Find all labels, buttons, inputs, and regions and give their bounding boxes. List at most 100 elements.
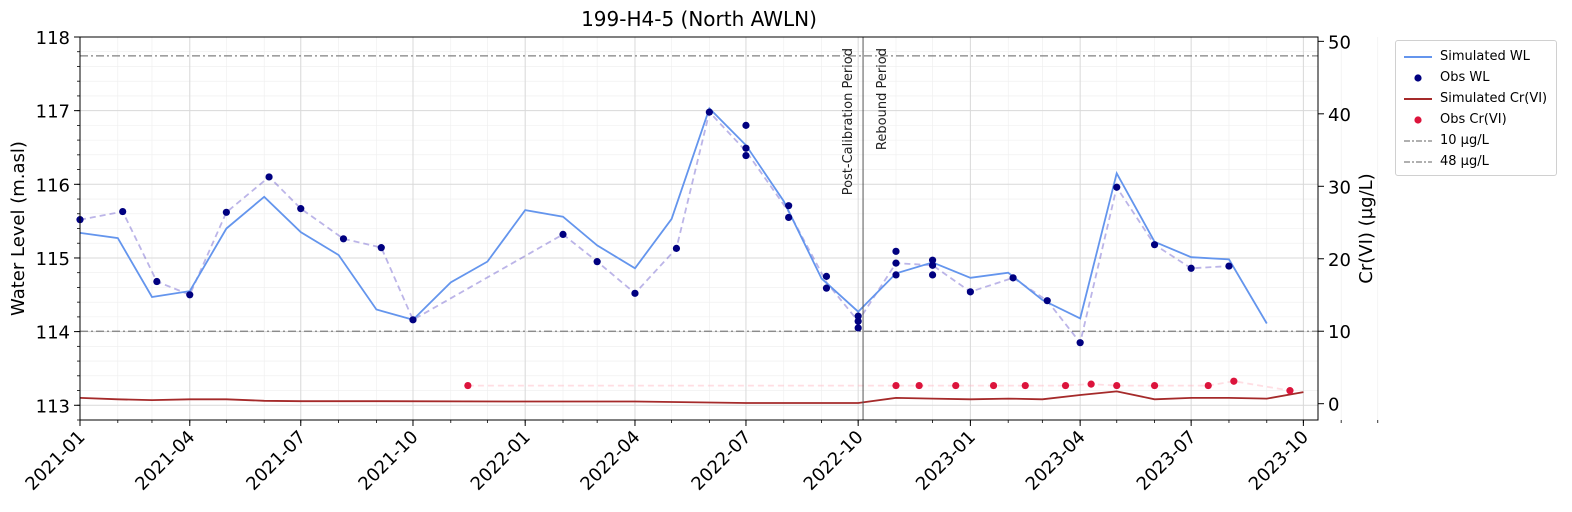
point-obs-wl [339,235,348,243]
point-obs-wl [892,259,900,267]
point-obs-wl [742,151,750,160]
x-tick-label: 2021-01 [21,427,89,495]
legend-item: Obs Cr(VI) [1396,110,1554,130]
point-obs-wl [785,202,793,210]
series-obs-cr-vi-trend [467,380,1291,392]
x-tick-label: 2022-01 [467,427,535,495]
x-tick-label: 2023-04 [1022,427,1090,495]
point-obs-wl [892,271,900,279]
point-obs-wl [928,261,937,269]
point-obs-wl [1150,241,1159,249]
point-obs-wl [854,324,862,332]
legend-label: Simulated WL [1440,49,1530,64]
point-obs-wl [1113,183,1121,191]
y2-tick-label: 10 [1328,322,1351,343]
point-obs-wl [1225,262,1233,270]
point-obs-wl [742,121,750,129]
point-obs-wl [631,289,639,297]
point-obs-wl [593,258,601,266]
point-obs-cr-vi [1286,387,1294,395]
point-obs-wl [559,230,567,238]
point-obs-wl [966,288,974,296]
x-tick-label: 2023-10 [1245,427,1313,495]
point-obs-wl [1043,297,1051,305]
x-tick-label: 2021-07 [242,427,310,495]
legend-key-line [1404,56,1432,58]
y-tick-label: 115 [36,249,70,270]
y-tick-label: 118 [36,28,70,49]
y2-tick-label: 40 [1328,105,1351,126]
point-obs-cr-vi [464,381,472,390]
point-obs-wl [1187,264,1195,272]
y2-axis-label: Cr(VI) (µg/L) [1356,173,1377,283]
y2-tick-label: 50 [1328,32,1351,53]
x-tick-label: 2023-01 [912,427,980,495]
series-simulated-wl [79,106,1268,324]
point-obs-cr-vi [989,381,998,390]
point-obs-cr-vi [1204,381,1212,390]
point-obs-cr-vi [1087,380,1095,388]
legend-label: Simulated Cr(VI) [1440,91,1548,106]
point-obs-wl [854,312,862,320]
point-obs-cr-vi [915,381,923,390]
point-obs-cr-vi [1150,381,1159,390]
point-obs-wl [119,207,127,216]
post-calibration-label: Post-Calibration Period [841,48,856,195]
y-tick-label: 116 [36,175,70,196]
y2-tick-label: 20 [1328,250,1351,271]
x-tick-label: 2021-10 [354,427,422,495]
legend-key-dot [1414,116,1422,124]
legend-key-dot [1414,74,1422,82]
series-simulated-cr-vi [79,390,1304,404]
point-obs-wl [742,144,750,152]
y-axis-label: Water Level (m.asl) [8,141,29,316]
x-tick-label: 2023-07 [1133,427,1201,495]
point-obs-cr-vi [1230,377,1238,385]
y-tick-label: 113 [36,396,70,417]
y2-tick-label: 30 [1328,177,1351,198]
point-obs-wl [822,272,831,280]
chart-legend: Simulated WL Obs WL Simulated Cr(VI) Obs Cr… [1395,40,1557,176]
legend-label: Obs Cr(VI) [1440,112,1507,127]
point-obs-wl [705,108,713,116]
chart-title: 199-H4-5 (North AWLN) [581,7,817,31]
point-obs-cr-vi [952,381,960,390]
point-obs-wl [265,173,273,181]
legend-label: 10 µg/L [1440,133,1489,148]
legend-label: Obs WL [1440,70,1490,85]
legend-item: 48 µg/L [1396,152,1554,172]
legend-item: 10 µg/L [1396,131,1554,151]
legend-label: 48 µg/L [1440,154,1489,169]
point-obs-wl [1009,274,1017,282]
point-obs-wl [822,284,831,292]
point-obs-cr-vi [892,381,900,390]
y-tick-label: 117 [36,102,70,123]
legend-item: Simulated Cr(VI) [1396,89,1554,109]
point-obs-cr-vi [1021,381,1029,390]
point-obs-wl [928,256,937,264]
point-obs-wl [377,244,385,252]
point-obs-wl [297,205,305,213]
legend-item: Simulated WL [1396,47,1554,67]
legend-key-dashdot [1404,140,1432,142]
point-obs-wl [153,277,161,286]
point-obs-wl [854,317,862,325]
point-obs-wl [892,247,900,255]
rebound-label: Rebound Period [875,48,890,150]
point-obs-wl [928,271,937,279]
point-obs-cr-vi [1061,381,1070,390]
point-obs-wl [186,291,194,299]
legend-key-dashdot [1404,161,1432,163]
x-tick-label: 2022-04 [576,427,644,495]
y2-tick-label: 0 [1328,395,1339,416]
point-obs-wl [672,244,681,252]
point-obs-wl [785,213,793,222]
y-tick-label: 114 [36,323,70,344]
x-tick-label: 2022-10 [800,427,868,495]
point-obs-wl [222,208,230,216]
legend-key-line [1404,98,1432,100]
point-obs-wl [1076,339,1084,347]
point-obs-wl [409,316,417,324]
series-obs-wl-trend [79,110,1230,345]
